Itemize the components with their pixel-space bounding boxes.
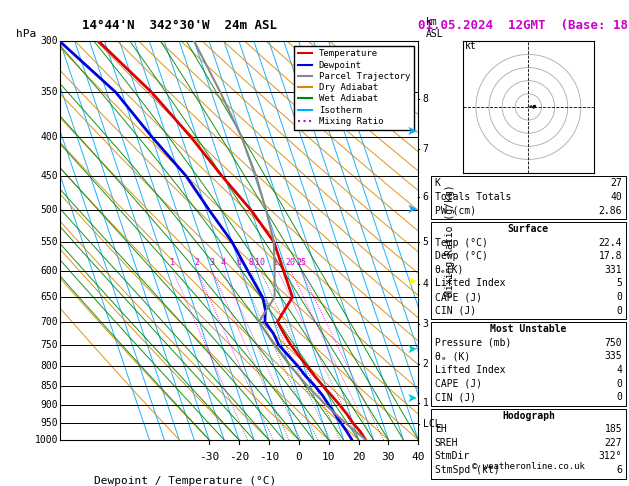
Text: 450: 450	[41, 171, 58, 180]
Text: 20: 20	[286, 258, 296, 267]
Text: 6: 6	[616, 465, 622, 475]
Text: CAPE (J): CAPE (J)	[435, 379, 482, 389]
Text: 30: 30	[382, 452, 395, 462]
Text: 331: 331	[604, 265, 622, 275]
Text: ➤: ➤	[407, 344, 417, 356]
Text: 1000: 1000	[35, 435, 58, 445]
Text: ➤: ➤	[407, 392, 417, 405]
Text: Pressure (mb): Pressure (mb)	[435, 338, 511, 348]
Text: 500: 500	[41, 206, 58, 215]
Text: 2.86: 2.86	[599, 206, 622, 216]
Text: 650: 650	[41, 292, 58, 302]
Text: 850: 850	[41, 381, 58, 391]
Text: Hodograph: Hodograph	[502, 411, 555, 421]
Text: 8: 8	[248, 258, 253, 267]
Text: StmDir: StmDir	[435, 451, 470, 462]
Text: 700: 700	[41, 317, 58, 327]
Text: 20: 20	[352, 452, 365, 462]
Text: Dewp (°C): Dewp (°C)	[435, 251, 487, 261]
Text: 40: 40	[610, 192, 622, 202]
Text: 750: 750	[604, 338, 622, 348]
Text: 300: 300	[41, 36, 58, 46]
Text: Lifted Index: Lifted Index	[435, 365, 505, 375]
Text: θₑ (K): θₑ (K)	[435, 351, 470, 362]
Text: 0: 0	[616, 306, 622, 316]
Text: 17.8: 17.8	[599, 251, 622, 261]
Text: Most Unstable: Most Unstable	[490, 324, 567, 334]
Text: 1: 1	[423, 398, 428, 408]
Text: 7: 7	[423, 144, 428, 154]
Text: PW (cm): PW (cm)	[435, 206, 476, 216]
Text: Lifted Index: Lifted Index	[435, 278, 505, 289]
Text: 350: 350	[41, 87, 58, 97]
Text: 750: 750	[41, 340, 58, 349]
Text: ➤: ➤	[407, 276, 417, 288]
Text: 400: 400	[41, 132, 58, 141]
Text: 312°: 312°	[599, 451, 622, 462]
Text: © weatheronline.co.uk: © weatheronline.co.uk	[472, 462, 585, 471]
Text: 185: 185	[604, 424, 622, 434]
Text: 40: 40	[411, 452, 425, 462]
Text: hPa: hPa	[16, 29, 36, 39]
Text: 14°44'N  342°30'W  24m ASL: 14°44'N 342°30'W 24m ASL	[82, 18, 277, 32]
Text: 4: 4	[221, 258, 226, 267]
Text: 6: 6	[423, 192, 428, 202]
Text: 950: 950	[41, 418, 58, 428]
Text: 10: 10	[255, 258, 265, 267]
Text: 335: 335	[604, 351, 622, 362]
Text: 6: 6	[237, 258, 242, 267]
Text: 800: 800	[41, 361, 58, 371]
Text: 550: 550	[41, 237, 58, 247]
Text: 4: 4	[423, 279, 428, 289]
Text: ➤: ➤	[407, 203, 417, 215]
Text: 15: 15	[273, 258, 283, 267]
Text: 27: 27	[610, 178, 622, 189]
Text: CIN (J): CIN (J)	[435, 306, 476, 316]
Text: Dewpoint / Temperature (°C): Dewpoint / Temperature (°C)	[94, 476, 276, 486]
Text: 01.05.2024  12GMT  (Base: 18): 01.05.2024 12GMT (Base: 18)	[418, 18, 629, 32]
Text: 227: 227	[604, 438, 622, 448]
Text: 3: 3	[209, 258, 214, 267]
Text: 2: 2	[194, 258, 199, 267]
Text: 2: 2	[423, 359, 428, 369]
Text: km
ASL: km ASL	[426, 17, 443, 39]
Text: kt: kt	[465, 41, 477, 51]
Text: 5: 5	[423, 237, 428, 247]
Text: -20: -20	[229, 452, 249, 462]
Text: ➤: ➤	[407, 125, 417, 138]
Text: 600: 600	[41, 266, 58, 276]
Text: 22.4: 22.4	[599, 238, 622, 248]
Text: Temp (°C): Temp (°C)	[435, 238, 487, 248]
Text: 10: 10	[322, 452, 335, 462]
Text: 0: 0	[616, 292, 622, 302]
Text: LCL: LCL	[423, 418, 440, 429]
Text: EH: EH	[435, 424, 447, 434]
Text: 0: 0	[296, 452, 302, 462]
Text: CIN (J): CIN (J)	[435, 392, 476, 402]
Text: Mixing Ratio (g/kg): Mixing Ratio (g/kg)	[445, 185, 455, 296]
Text: CAPE (J): CAPE (J)	[435, 292, 482, 302]
Text: 0: 0	[616, 392, 622, 402]
Text: 3: 3	[423, 319, 428, 329]
Text: -30: -30	[199, 452, 220, 462]
Text: 900: 900	[41, 400, 58, 410]
Text: 0: 0	[616, 379, 622, 389]
Text: 8: 8	[423, 94, 428, 104]
Text: 1: 1	[170, 258, 175, 267]
Text: Totals Totals: Totals Totals	[435, 192, 511, 202]
Legend: Temperature, Dewpoint, Parcel Trajectory, Dry Adiabat, Wet Adiabat, Isotherm, Mi: Temperature, Dewpoint, Parcel Trajectory…	[294, 46, 414, 130]
Text: 25: 25	[296, 258, 306, 267]
Text: Surface: Surface	[508, 224, 549, 234]
Text: 4: 4	[616, 365, 622, 375]
Text: SREH: SREH	[435, 438, 458, 448]
Text: StmSpd (kt): StmSpd (kt)	[435, 465, 499, 475]
Text: K: K	[435, 178, 440, 189]
Text: 5: 5	[616, 278, 622, 289]
Text: θₑ(K): θₑ(K)	[435, 265, 464, 275]
Text: -10: -10	[259, 452, 279, 462]
